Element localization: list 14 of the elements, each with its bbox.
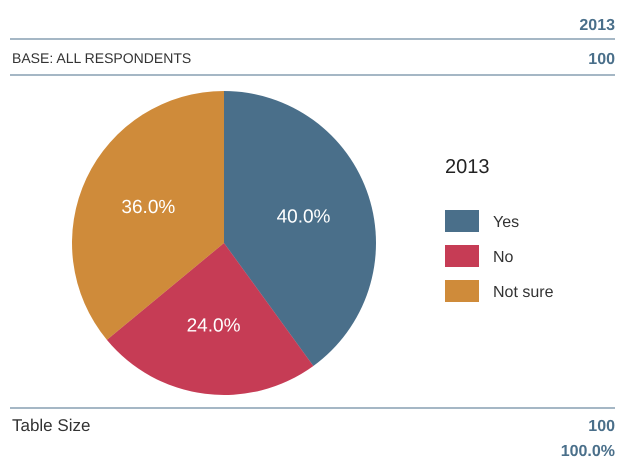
legend-label: Yes [493, 214, 520, 231]
data-label: 24.0% [186, 315, 241, 336]
data-label: 40.0% [276, 206, 331, 228]
pie-slice [106, 243, 314, 395]
text: 100.0% [560, 443, 615, 460]
legend-label: No [493, 249, 514, 266]
legend-label: Not sure [493, 284, 554, 301]
text: BASE: ALL RESPONDENTS [12, 50, 192, 66]
text: 2013 [579, 17, 616, 34]
text: 100 [588, 51, 616, 68]
text: 100 [588, 418, 616, 435]
legend-title: 2013 [445, 156, 490, 178]
data-label: 36.0% [121, 196, 176, 218]
text: Table Size [12, 416, 90, 435]
